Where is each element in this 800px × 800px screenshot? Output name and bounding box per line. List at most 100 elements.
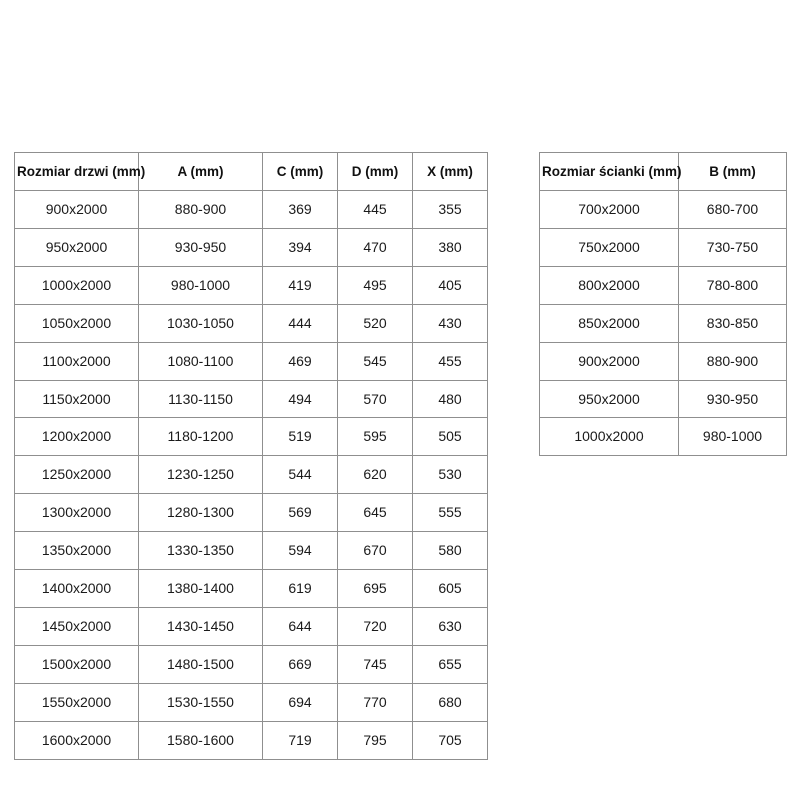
table-cell: 730-750 — [678, 227, 787, 267]
column-header: Rozmiar drzwi (mm) — [14, 152, 145, 191]
table-cell: 795 — [337, 720, 413, 760]
table-cell: 1530-1550 — [138, 682, 263, 722]
table-cell: 700x2000 — [539, 190, 679, 229]
table-cell: 680-700 — [678, 190, 787, 229]
table-header-row: Rozmiar ścianki (mm) B (mm) — [539, 152, 787, 191]
table-cell: 1100x2000 — [14, 341, 139, 381]
table-row: 1400x2000 1380-1400 619 695 605 — [14, 569, 488, 608]
table-cell: 405 — [412, 265, 488, 305]
table-cell: 1330-1350 — [138, 531, 263, 571]
table-cell: 445 — [337, 190, 413, 229]
table-cell: 850x2000 — [539, 303, 679, 343]
table-cell: 630 — [412, 606, 488, 646]
table-cell: 595 — [337, 417, 413, 457]
table-cell: 1230-1250 — [138, 455, 263, 495]
table-cell: 380 — [412, 227, 488, 267]
table-row: 1050x2000 1030-1050 444 520 430 — [14, 303, 488, 343]
table-cell: 555 — [412, 493, 488, 533]
table-row: 1200x2000 1180-1200 519 595 505 — [14, 417, 488, 457]
table-cell: 569 — [262, 493, 338, 533]
table-row: 750x2000 730-750 — [539, 227, 787, 267]
door-size-table-header: Rozmiar drzwi (mm) A (mm) C (mm) D (mm) X (m… — [14, 152, 488, 191]
table-cell: 1150x2000 — [14, 379, 139, 419]
column-header: A (mm) — [138, 152, 263, 191]
table-cell: 530 — [412, 455, 488, 495]
table-cell: 1300x2000 — [14, 493, 139, 533]
table-cell: 1400x2000 — [14, 569, 139, 608]
table-cell: 720 — [337, 606, 413, 646]
table-cell: 494 — [262, 379, 338, 419]
table-cell: 695 — [337, 569, 413, 608]
table-cell: 880-900 — [138, 190, 263, 229]
wall-size-table-body: 700x2000 680-700 750x2000 730-750 800x2000 78… — [539, 190, 787, 457]
table-cell: 455 — [412, 341, 488, 381]
table-cell: 1450x2000 — [14, 606, 139, 646]
table-row: 1350x2000 1330-1350 594 670 580 — [14, 531, 488, 571]
door-size-table-body: 900x2000 880-900 369 445 355 950x2000 930-950 3… — [14, 190, 488, 760]
table-row: 1100x2000 1080-1100 469 545 455 — [14, 341, 488, 381]
table-cell: 1000x2000 — [14, 265, 139, 305]
table-cell: 1250x2000 — [14, 455, 139, 495]
table-cell: 1180-1200 — [138, 417, 263, 457]
table-cell: 594 — [262, 531, 338, 571]
table-row: 950x2000 930-950 394 470 380 — [14, 227, 488, 267]
table-cell: 519 — [262, 417, 338, 457]
table-cell: 770 — [337, 682, 413, 722]
column-header: C (mm) — [262, 152, 338, 191]
table-cell: 620 — [337, 455, 413, 495]
table-cell: 394 — [262, 227, 338, 267]
table-cell: 900x2000 — [14, 190, 139, 229]
table-row: 1150x2000 1130-1150 494 570 480 — [14, 379, 488, 419]
table-cell: 780-800 — [678, 265, 787, 305]
table-cell: 1050x2000 — [14, 303, 139, 343]
table-row: 800x2000 780-800 — [539, 265, 787, 305]
table-cell: 1000x2000 — [539, 417, 679, 457]
table-cell: 980-1000 — [138, 265, 263, 305]
table-cell: 880-900 — [678, 341, 787, 381]
table-cell: 520 — [337, 303, 413, 343]
table-cell: 644 — [262, 606, 338, 646]
table-cell: 580 — [412, 531, 488, 571]
table-cell: 495 — [337, 265, 413, 305]
column-header: Rozmiar ścianki (mm) — [539, 152, 682, 191]
table-cell: 1080-1100 — [138, 341, 263, 381]
table-cell: 800x2000 — [539, 265, 679, 305]
table-cell: 505 — [412, 417, 488, 457]
table-row: 1600x2000 1580-1600 719 795 705 — [14, 720, 488, 760]
table-cell: 369 — [262, 190, 338, 229]
table-cell: 544 — [262, 455, 338, 495]
table-cell: 430 — [412, 303, 488, 343]
table-cell: 1030-1050 — [138, 303, 263, 343]
table-cell: 745 — [337, 644, 413, 684]
table-row: 1000x2000 980-1000 — [539, 417, 787, 457]
table-cell: 444 — [262, 303, 338, 343]
table-cell: 605 — [412, 569, 488, 608]
table-cell: 1430-1450 — [138, 606, 263, 646]
table-header-row: Rozmiar drzwi (mm) A (mm) C (mm) D (mm) X (m… — [14, 152, 488, 191]
table-row: 1500x2000 1480-1500 669 745 655 — [14, 644, 488, 684]
table-cell: 1280-1300 — [138, 493, 263, 533]
table-row: 1550x2000 1530-1550 694 770 680 — [14, 682, 488, 722]
column-header: B (mm) — [678, 152, 787, 191]
table-cell: 469 — [262, 341, 338, 381]
table-cell: 1380-1400 — [138, 569, 263, 608]
table-row: 900x2000 880-900 — [539, 341, 787, 381]
table-cell: 1350x2000 — [14, 531, 139, 571]
table-cell: 619 — [262, 569, 338, 608]
table-row: 700x2000 680-700 — [539, 190, 787, 229]
table-cell: 980-1000 — [678, 417, 787, 457]
table-cell: 419 — [262, 265, 338, 305]
table-cell: 705 — [412, 720, 488, 760]
table-cell: 570 — [337, 379, 413, 419]
table-cell: 1600x2000 — [14, 720, 139, 760]
wall-size-table: Rozmiar ścianki (mm) B (mm) 700x2000 680-7… — [539, 152, 787, 457]
table-cell: 669 — [262, 644, 338, 684]
table-cell: 950x2000 — [539, 379, 679, 419]
table-cell: 355 — [412, 190, 488, 229]
table-cell: 680 — [412, 682, 488, 722]
table-cell: 1480-1500 — [138, 644, 263, 684]
table-cell: 1500x2000 — [14, 644, 139, 684]
column-header: X (mm) — [412, 152, 488, 191]
table-cell: 950x2000 — [14, 227, 139, 267]
